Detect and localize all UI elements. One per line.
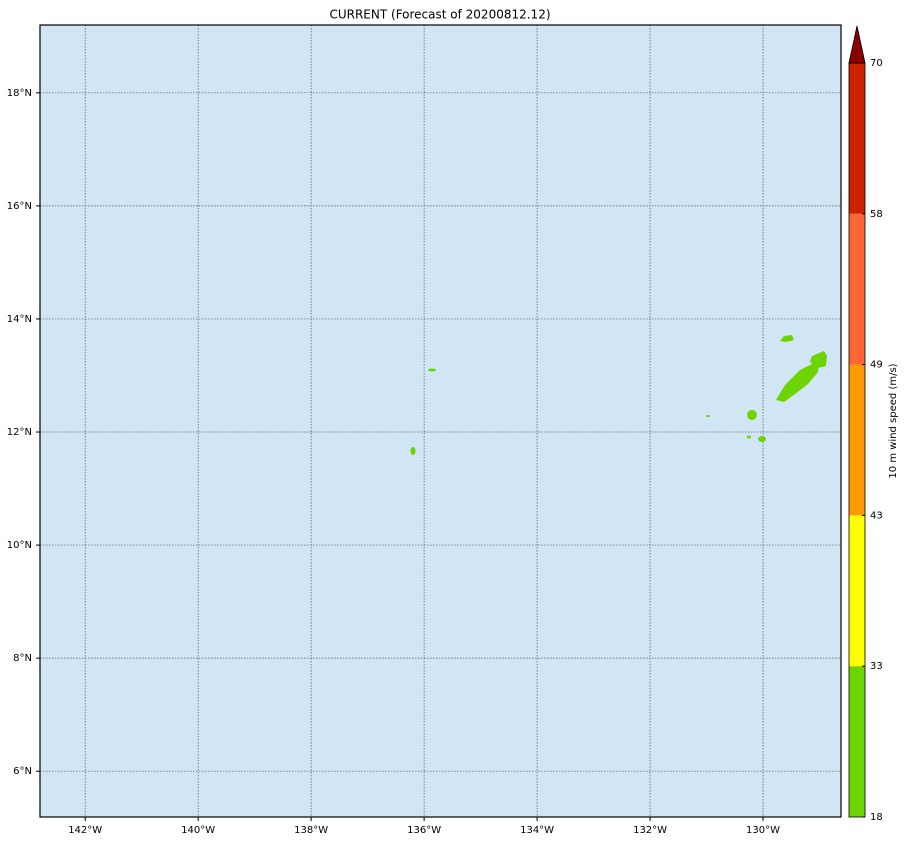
colorbar-band [849, 666, 865, 817]
y-tick-label: 16°N [7, 201, 32, 212]
wind-region [758, 436, 766, 442]
colorbar-frame [848, 62, 866, 818]
colorbar-tick-label: 33 [870, 661, 883, 672]
y-tick-label: 10°N [7, 540, 32, 551]
wind-region [776, 360, 820, 402]
y-tick-label: 12°N [7, 427, 32, 438]
map-title: CURRENT (Forecast of 20200812.12) [329, 8, 550, 22]
wind-region [706, 415, 710, 417]
colorbar-tick-label: 70 [870, 58, 883, 69]
x-tick-label: 138°W [294, 825, 328, 836]
wind-region [780, 335, 794, 342]
colorbar-tick-label: 43 [870, 510, 883, 521]
x-tick-label: 130°W [746, 825, 780, 836]
colorbar-band [849, 515, 865, 667]
colorbar-band [849, 63, 865, 214]
wind-region [747, 410, 757, 420]
wind-region [410, 447, 416, 455]
colorbar-tick-label: 18 [870, 812, 883, 823]
y-tick-label: 18°N [7, 88, 32, 99]
colorbar-tick-label: 58 [870, 209, 883, 220]
x-tick-label: 140°W [181, 825, 215, 836]
x-tick-label: 136°W [407, 825, 441, 836]
colorbar-label: 10 m wind speed (m/s) [888, 363, 899, 478]
x-tick-label: 142°W [68, 825, 102, 836]
y-tick-label: 8°N [13, 653, 32, 664]
x-tick-label: 134°W [520, 825, 554, 836]
y-tick-label: 14°N [7, 314, 32, 325]
ocean [40, 25, 841, 817]
colorbar-extend [848, 25, 866, 64]
x-tick-label: 132°W [633, 825, 667, 836]
wind-regions [410, 335, 827, 455]
wind-region [747, 435, 751, 439]
colorbar-band [849, 364, 865, 516]
colorbar-band [849, 213, 865, 365]
wind-region [810, 351, 827, 368]
wind-region [428, 368, 436, 372]
colorbar-tick-label: 49 [870, 360, 883, 371]
y-tick-label: 6°N [13, 766, 32, 777]
map-frame [39, 24, 842, 818]
